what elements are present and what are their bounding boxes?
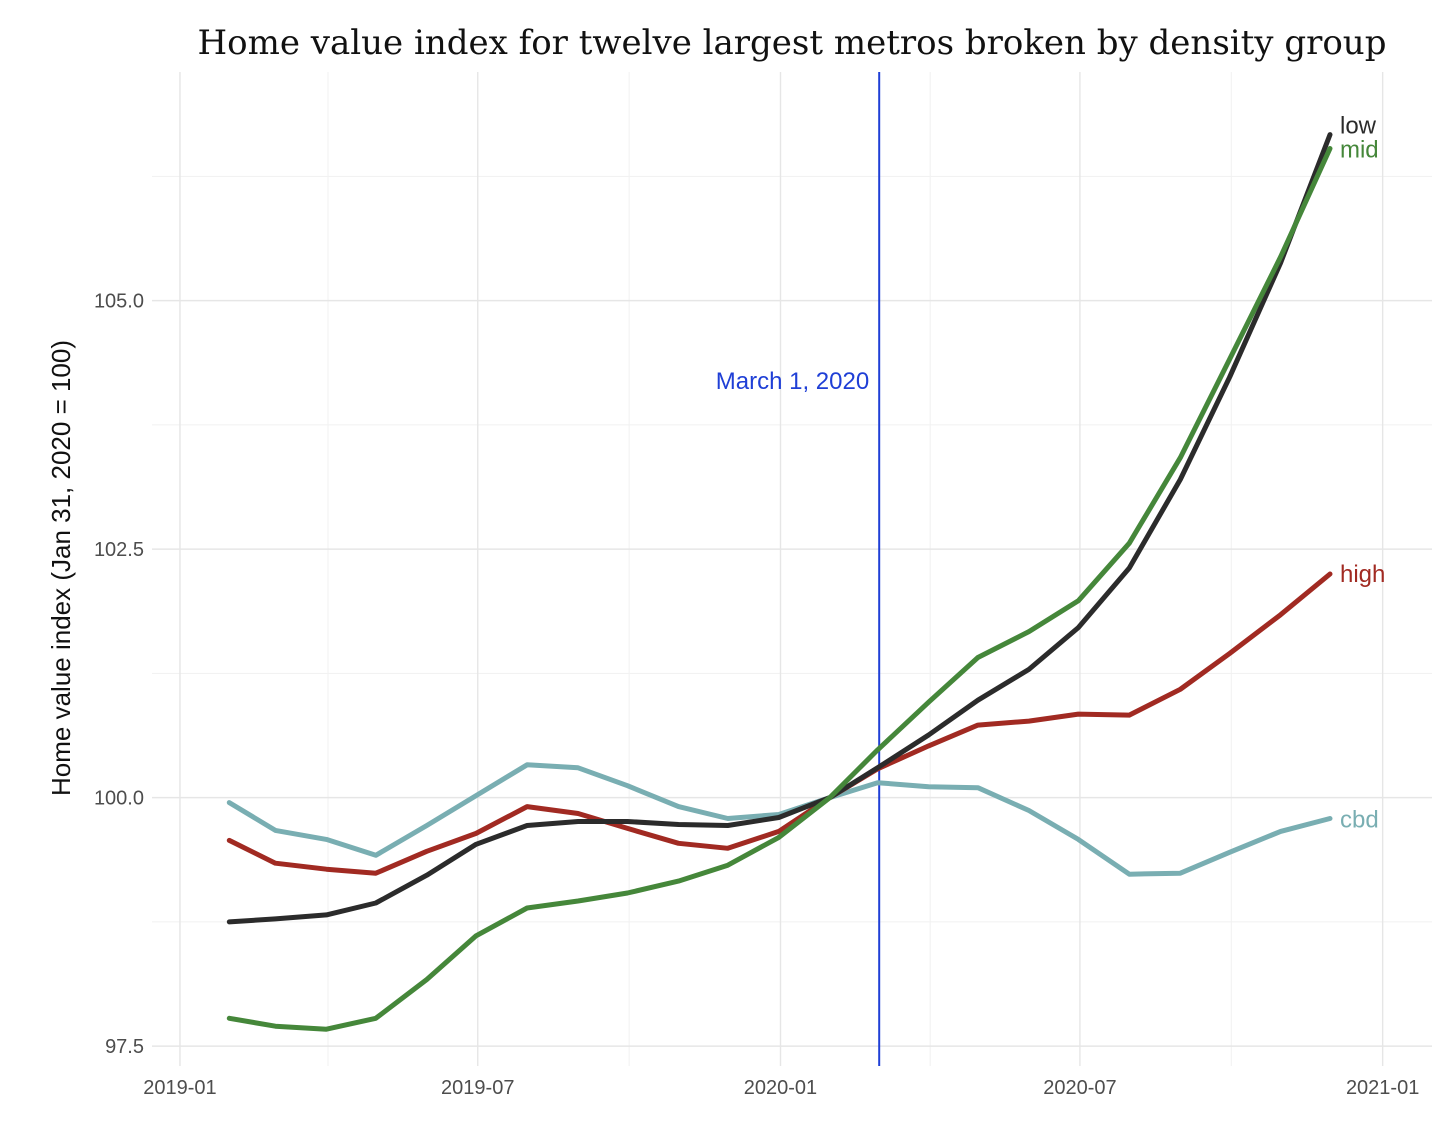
x-tick-label: 2020-07 [1043, 1077, 1116, 1099]
annotation-label: March 1, 2020 [716, 368, 869, 395]
y-tick-label: 97.5 [105, 1036, 144, 1058]
x-tick-label: 2019-01 [143, 1077, 216, 1099]
series-line-mid [226, 146, 1333, 1032]
x-tick-label: 2020-01 [744, 1077, 817, 1099]
chart-title: Home value index for twelve largest metr… [198, 23, 1387, 63]
series-line-low [226, 132, 1333, 925]
annotation-layer: March 1, 2020 [716, 72, 881, 1066]
y-tick-label: 100.0 [94, 788, 144, 810]
x-tick-label: 2021-01 [1346, 1077, 1419, 1099]
y-tick-label: 105.0 [94, 291, 144, 313]
series-layer [226, 132, 1333, 1032]
series-label-cbd: cbd [1340, 806, 1379, 833]
series-line-high [226, 571, 1333, 876]
series-line-cbd [226, 762, 1333, 877]
grid-lines [152, 72, 1432, 1066]
series-label-mid: mid [1340, 137, 1379, 164]
x-tick-label: 2019-07 [441, 1077, 514, 1099]
y-axis-title: Home value index (Jan 31, 2020 = 100) [46, 340, 76, 796]
axis-tick-labels: 2019-01 2019-07 2020-01 2020-07 2021-01 97.5 1… [94, 291, 1419, 1099]
y-tick-label: 102.5 [94, 539, 144, 561]
series-label-high: high [1340, 561, 1385, 588]
series-label-low: low [1340, 113, 1377, 140]
